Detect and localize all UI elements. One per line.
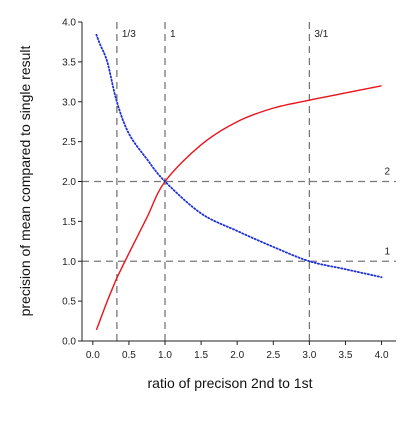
y-tick-label: 1.0 (62, 257, 76, 268)
x-tick-label: 2.0 (230, 350, 244, 361)
x-tick-label: 3.0 (302, 350, 316, 361)
y-tick-label: 4.0 (62, 18, 76, 29)
y-tick-label: 3.5 (62, 57, 76, 68)
horizontal-reference-label: 1 (384, 246, 390, 257)
x-tick-label: 0.5 (122, 350, 136, 361)
vertical-reference-label: 3/1 (314, 29, 328, 40)
x-tick-label: 1.5 (194, 350, 208, 361)
ticks: 0.0 0.5 1.0 1.5 2.0 2.5 3.0 3.5 4.0 0.0 0.5 1.0 1.5 2… (62, 18, 389, 362)
y-tick-label: 2.0 (62, 177, 76, 188)
x-tick-label: 0.0 (86, 350, 100, 361)
y-tick-label: 3.0 (62, 97, 76, 108)
series-layer (95, 33, 383, 331)
y-tick-label: 0.0 (62, 337, 76, 348)
y-tick-label: 2.5 (62, 137, 76, 148)
series-line-dotted (95, 33, 383, 279)
y-tick-label: 1.5 (62, 217, 76, 228)
horizontal-reference-label: 2 (384, 167, 390, 178)
x-tick-label: 3.5 (339, 350, 353, 361)
vertical-reference-label: 1/3 (122, 29, 136, 40)
series-line-solid (95, 85, 382, 331)
reference-labels: 1/3 1 3/1 2 1 (122, 29, 391, 257)
reference-lines (82, 22, 396, 341)
x-axis-label: ratio of precison 2nd to 1st (148, 375, 313, 391)
x-tick-label: 4.0 (375, 350, 389, 361)
vertical-reference-label: 1 (170, 29, 176, 40)
y-tick-label: 0.5 (62, 297, 76, 308)
x-tick-label: 2.5 (266, 350, 280, 361)
y-axis-label: precision of mean compared to single res… (17, 45, 33, 316)
x-tick-label: 1.0 (158, 350, 172, 361)
